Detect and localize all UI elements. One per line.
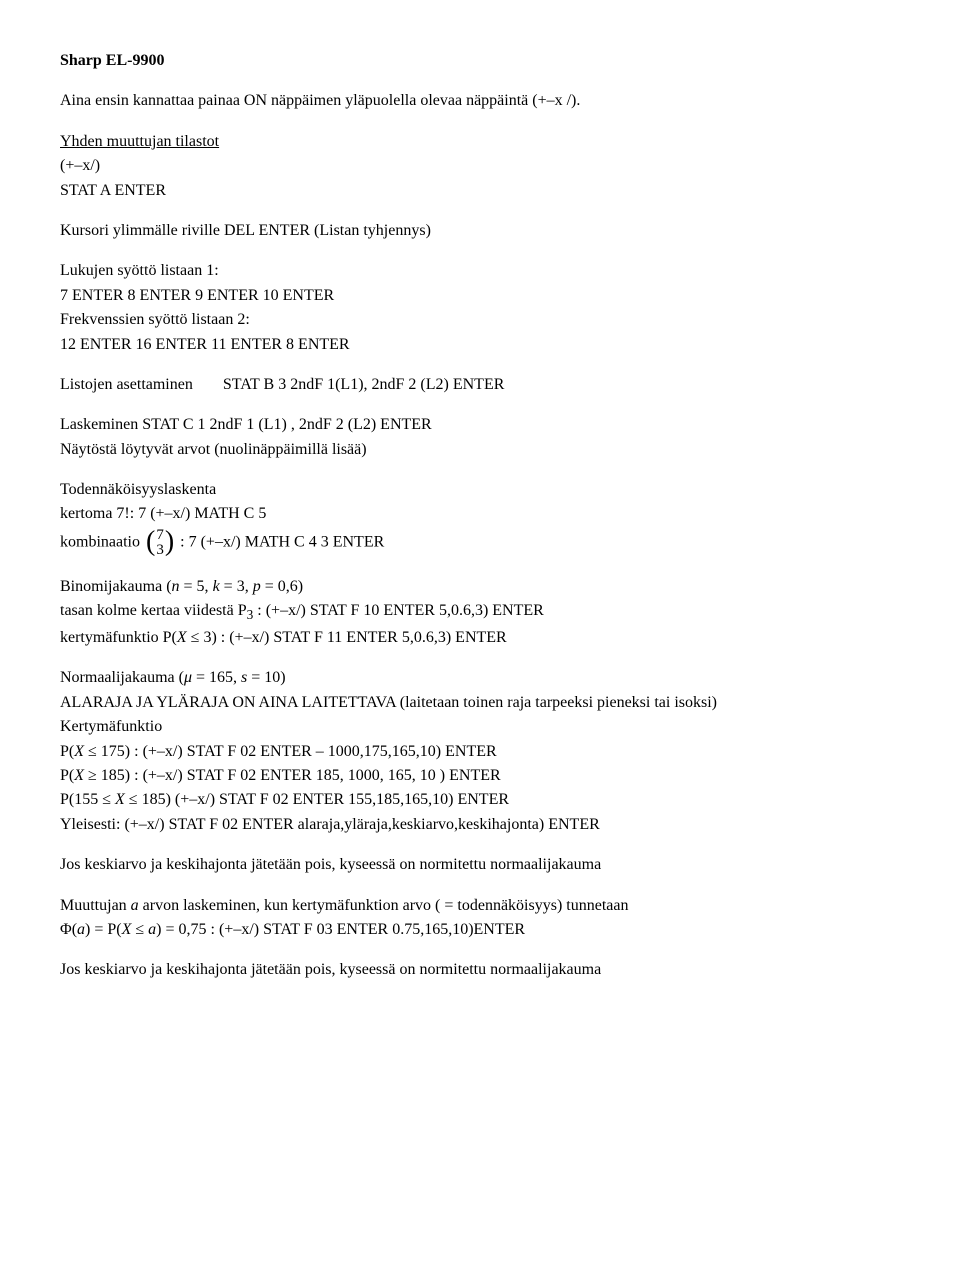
p2-pre: P(	[60, 767, 74, 784]
phi-rest: ) = 0,75 : (+–x/) STAT F 03 ENTER 0.75,1…	[156, 921, 525, 938]
normaali-heading: Normaalijakauma (μ = 165, s = 10)	[60, 667, 900, 689]
kerty-paren: (X ≤ 3)	[172, 629, 217, 646]
komb-bot: 3	[156, 543, 164, 558]
binomi-end: = 0,6)	[261, 578, 303, 595]
normaali-alaraja: ALARAJA JA YLÄRAJA ON AINA LAITETTAVA (l…	[60, 692, 900, 714]
phi-x: X	[122, 921, 132, 938]
p1-x: X	[74, 743, 84, 760]
norm-pre: Normaalijakauma (	[60, 669, 184, 686]
norm-eq2: = 10)	[247, 669, 285, 686]
toden-kertoma: kertoma 7!: 7 (+–x/) MATH C 5	[60, 503, 900, 525]
yhden-line2: STAT A ENTER	[60, 180, 900, 202]
binomi-k: k	[213, 578, 220, 595]
binomi-kerty: kertymäfunktio P(X ≤ 3) : (+–x/) STAT F …	[60, 627, 900, 649]
normaali-yleisesti: Yleisesti: (+–x/) STAT F 02 ENTER alaraj…	[60, 814, 900, 836]
page-title: Sharp EL-9900	[60, 50, 900, 72]
lukujen-label: Lukujen syöttö listaan 1:	[60, 260, 900, 282]
kerty-pre: kertymäfunktio P	[60, 629, 172, 646]
frekv-label: Frekvenssien syöttö listaan 2:	[60, 309, 900, 331]
p2-rest: ≥ 185) : (+–x/) STAT F 02 ENTER 185, 100…	[84, 767, 501, 784]
p2-x: X	[74, 767, 84, 784]
mu-l1-a: a	[131, 897, 139, 914]
binomi-mid2: = 3,	[220, 578, 253, 595]
lukujen-block: Lukujen syöttö listaan 1: 7 ENTER 8 ENTE…	[60, 260, 900, 356]
kerty-post: : (+–x/) STAT F 11 ENTER 5,0.6,3) ENTER	[221, 629, 507, 646]
listojen-label: Listojen asettaminen	[60, 374, 193, 396]
phi-pre: Φ(	[60, 921, 77, 938]
muuttujan-phi: Φ(a) = P(X ≤ a) = 0,75 : (+–x/) STAT F 0…	[60, 919, 900, 941]
frekv-val: 12 ENTER 16 ENTER 11 ENTER 8 ENTER	[60, 334, 900, 356]
intro-text: Aina ensin kannattaa painaa ON näppäimen…	[60, 90, 900, 112]
toden-kombinaatio: kombinaatio ( 7 3 ) : 7 (+–x/) MATH C 4 …	[60, 528, 900, 558]
p1-rest: ≤ 175) : (+–x/) STAT F 02 ENTER – 1000,1…	[84, 743, 497, 760]
komb-top: 7	[156, 528, 164, 543]
listojen-value: STAT B 3 2ndF 1(L1), 2ndF 2 (L2) ENTER	[223, 374, 505, 396]
laskeminen-l2: Näytöstä löytyvät arvot (nuolinäppäimill…	[60, 439, 900, 461]
binomi-p: p	[253, 578, 261, 595]
toden-heading: Todennäköisyyslaskenta	[60, 479, 900, 501]
mu-l1-pre: Muuttujan	[60, 897, 131, 914]
tasan-post: : (+–x/) STAT F 10 ENTER 5,0.6,3) ENTER	[257, 602, 544, 619]
p3-x: X	[115, 791, 125, 808]
phi-a2: a	[148, 921, 156, 938]
norm-eq1: = 165,	[192, 669, 241, 686]
tasan-pre: tasan kolme kertaa viidestä P	[60, 602, 247, 619]
listojen-row: Listojen asettaminen STAT B 3 2ndF 1(L1)…	[60, 374, 900, 396]
binomi-tasan: tasan kolme kertaa viidestä P3 : (+–x/) …	[60, 600, 900, 625]
binomi-block: Binomijakauma (n = 5, k = 3, p = 0,6) ta…	[60, 576, 900, 650]
tasan-sub: 3	[247, 607, 254, 622]
rparen-icon: )	[165, 528, 174, 556]
laskeminen-block: Laskeminen STAT C 1 2ndF 1 (L1) , 2ndF 2…	[60, 414, 900, 461]
normaali-p3: P(155 ≤ X ≤ 185) (+–x/) STAT F 02 ENTER …	[60, 789, 900, 811]
laskeminen-l1: Laskeminen STAT C 1 2ndF 1 (L1) , 2ndF 2…	[60, 414, 900, 436]
binomi-mid1: = 5,	[180, 578, 213, 595]
p3-rest: ≤ 185) (+–x/) STAT F 02 ENTER 155,185,16…	[125, 791, 509, 808]
muuttujan-block: Muuttujan a arvon laskeminen, kun kertym…	[60, 895, 900, 942]
binom-coeff: ( 7 3 )	[146, 528, 174, 558]
mu-l1-post: arvon laskeminen, kun kertymäfunktion ar…	[139, 897, 629, 914]
muuttujan-l1: Muuttujan a arvon laskeminen, kun kertym…	[60, 895, 900, 917]
normaali-p2: P(X ≥ 185) : (+–x/) STAT F 02 ENTER 185,…	[60, 765, 900, 787]
p3-pre: P(155 ≤	[60, 791, 115, 808]
jos1-text: Jos keskiarvo ja keskihajonta jätetään p…	[60, 854, 900, 876]
normaali-block: Normaalijakauma (μ = 165, s = 10) ALARAJ…	[60, 667, 900, 836]
lukujen-val: 7 ENTER 8 ENTER 9 ENTER 10 ENTER	[60, 285, 900, 307]
phi-mid: ) = P(	[85, 921, 122, 938]
binomi-pre: Binomijakauma (	[60, 578, 172, 595]
jos2-text: Jos keskiarvo ja keskihajonta jätetään p…	[60, 959, 900, 981]
binomi-n: n	[172, 578, 180, 595]
normaali-kertylabel: Kertymäfunktio	[60, 716, 900, 738]
binomi-heading: Binomijakauma (n = 5, k = 3, p = 0,6)	[60, 576, 900, 598]
phi-mid2: ≤	[131, 921, 148, 938]
kursori-text: Kursori ylimmälle riville DEL ENTER (Lis…	[60, 220, 900, 242]
normaali-p1: P(X ≤ 175) : (+–x/) STAT F 02 ENTER – 10…	[60, 741, 900, 763]
section-yhden: Yhden muuttujan tilastot (+–x/) STAT A E…	[60, 131, 900, 202]
komb-post: : 7 (+–x/) MATH C 4 3 ENTER	[180, 534, 384, 551]
komb-pre: kombinaatio	[60, 534, 144, 551]
p1-pre: P(	[60, 743, 74, 760]
toden-block: Todennäköisyyslaskenta kertoma 7!: 7 (+–…	[60, 479, 900, 558]
yhden-line1: (+–x/)	[60, 155, 900, 177]
phi-a1: a	[77, 921, 85, 938]
yhden-heading: Yhden muuttujan tilastot	[60, 131, 900, 153]
norm-mu: μ	[184, 669, 192, 686]
lparen-icon: (	[146, 528, 155, 556]
